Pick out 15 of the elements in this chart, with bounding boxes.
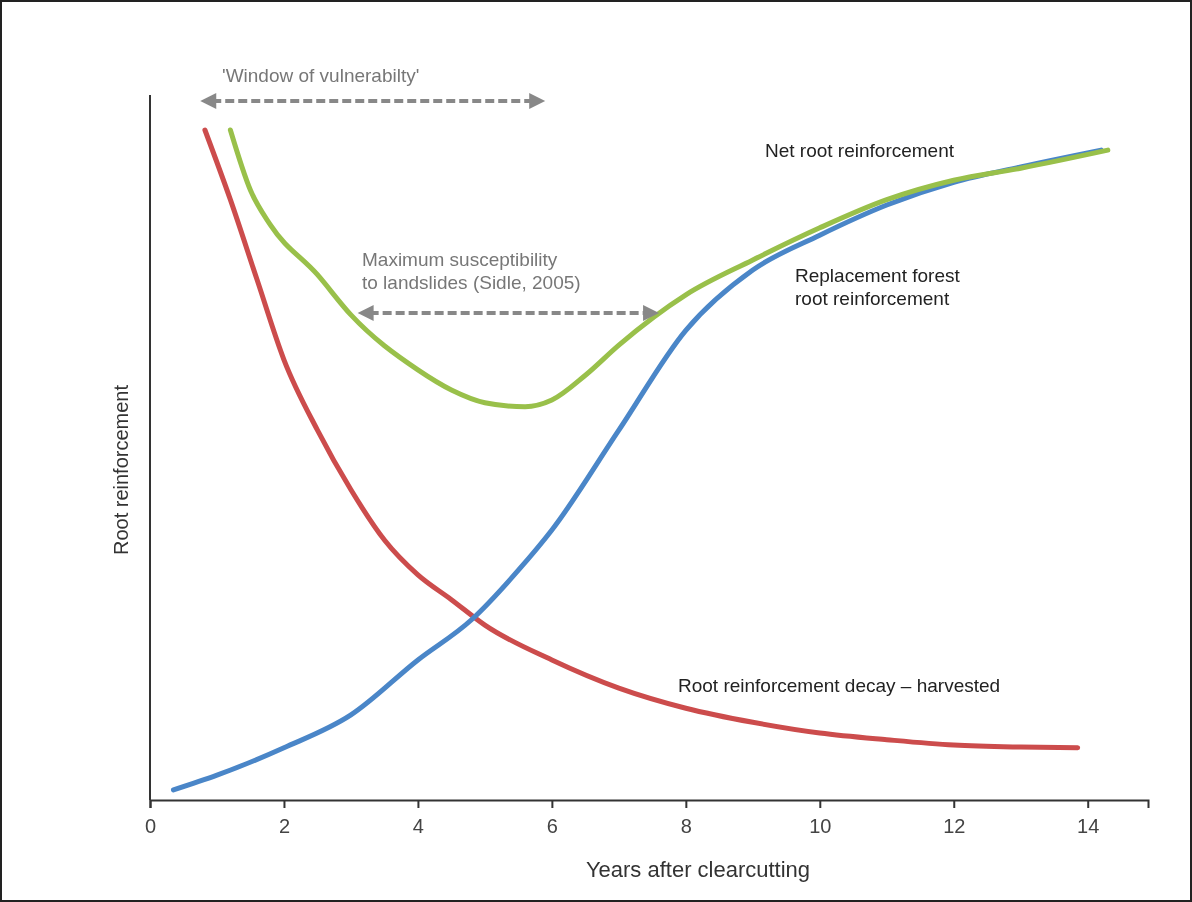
series-label: Root reinforcement decay – harvested <box>678 675 1001 696</box>
series-label: Replacement forest root reinforcement <box>795 265 961 309</box>
x-tick-label: 14 <box>1077 815 1100 837</box>
x-tick-label: 6 <box>546 815 558 837</box>
x-tick-label: 4 <box>412 815 424 837</box>
annotation: Maximum susceptibility to landslides (Sidle, 2005) <box>362 249 581 293</box>
x-tick-label: 12 <box>943 815 966 837</box>
x-axis-title: Years after clearcutting <box>585 857 811 882</box>
x-tick-label: 10 <box>809 815 832 837</box>
series-label: Net root reinforcement <box>765 140 955 161</box>
x-tick-label: 2 <box>278 815 291 837</box>
x-tick-label: 0 <box>144 815 157 837</box>
x-tick-label: 8 <box>680 815 692 837</box>
y-axis-title: Root reinforcement <box>110 384 132 556</box>
text: 'Window of vulnerabilty' <box>222 65 420 86</box>
